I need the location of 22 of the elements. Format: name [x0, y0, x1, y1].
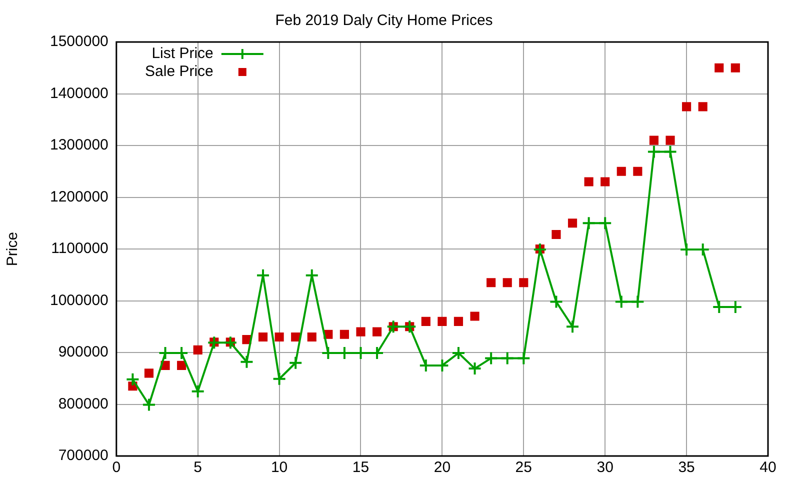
x-tick-label: 0	[112, 459, 121, 476]
x-tick-label: 30	[596, 459, 614, 476]
legend-label: List Price	[152, 45, 214, 62]
y-tick-label: 800000	[58, 395, 108, 412]
x-tick-label: 20	[434, 459, 451, 476]
y-tick-label: 1000000	[50, 292, 108, 309]
y-tick-label: 1100000	[51, 240, 108, 258]
y-tick-label: 900000	[58, 344, 108, 361]
y-tick-label: 700000	[58, 447, 108, 464]
y-axis-title: Price	[4, 232, 22, 266]
y-tick-label: 1200000	[50, 188, 108, 206]
x-tick-label: 15	[352, 459, 370, 476]
x-tick-label: 10	[270, 459, 288, 476]
chart-title: Feb 2019 Daly City Home Prices	[275, 12, 493, 30]
x-tick-label: 35	[678, 459, 695, 476]
y-tick-label: 1300000	[50, 136, 108, 154]
x-tick-label: 40	[760, 459, 776, 476]
x-tick-label: 25	[515, 459, 532, 476]
x-tick-label: 5	[194, 459, 202, 476]
legend-label: Sale Price	[145, 63, 214, 80]
y-tick-label: 1400000	[50, 84, 108, 102]
y-tick-label: 1500000	[50, 33, 108, 50]
